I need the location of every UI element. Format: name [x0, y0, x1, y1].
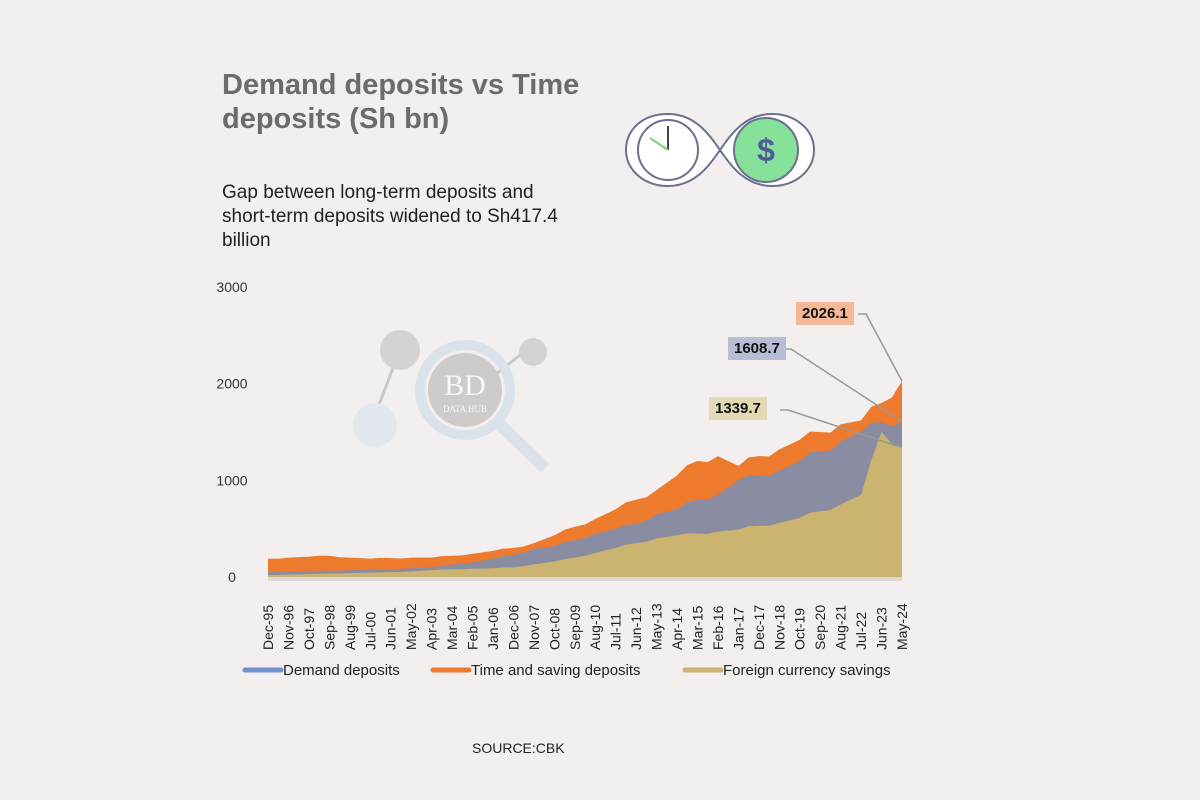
- x-tick-label: Oct-97: [301, 608, 317, 650]
- x-tick-label: Nov-96: [280, 605, 296, 650]
- annotation-leader-line: [780, 409, 903, 449]
- x-tick-label: Dec-95: [260, 605, 276, 650]
- svg-text:BD: BD: [444, 369, 486, 402]
- chart-title: Demand deposits vs Time deposits (Sh bn): [222, 69, 580, 135]
- annotation-leader-line: [783, 348, 903, 423]
- x-tick-label: Jul-11: [608, 613, 624, 650]
- x-tick-label: Feb-05: [465, 605, 481, 650]
- x-tick-label: Jun-12: [628, 607, 644, 650]
- y-tick-label: 3000: [216, 279, 247, 295]
- x-tick-label: Mar-04: [444, 605, 460, 650]
- annotation-foreign: 1339.7: [709, 397, 767, 420]
- x-tick-label: Dec-06: [505, 605, 521, 650]
- x-tick-label: May-24: [894, 603, 910, 650]
- x-tick-label: Feb-16: [710, 605, 726, 650]
- x-tick-label: May-02: [403, 603, 419, 650]
- y-tick-label: 0: [228, 569, 236, 585]
- annotation-leader-line: [858, 313, 903, 382]
- x-tick-label: Jan-06: [485, 607, 501, 650]
- x-tick-label: Aug-99: [342, 605, 358, 650]
- annotation-demand: 1608.7: [728, 337, 786, 360]
- source-note: SOURCE:CBK: [472, 740, 565, 756]
- x-tick-label: Jun-23: [874, 607, 890, 650]
- chart-subtitle: Gap between long-term deposits and short…: [222, 182, 558, 251]
- legend-label: Foreign currency savings: [723, 662, 891, 679]
- annotation-time: 2026.1: [796, 302, 854, 325]
- svg-text:$: $: [757, 132, 775, 168]
- x-tick-label: Sep-09: [567, 605, 583, 650]
- y-tick-label: 2000: [216, 376, 247, 392]
- y-tick-label: 1000: [216, 472, 247, 488]
- bd-data-hub-watermark: BD DATA HUB: [353, 330, 550, 473]
- x-tick-label: Apr-14: [669, 608, 685, 650]
- x-tick-label: Dec-17: [751, 605, 767, 650]
- x-tick-label: Jul-22: [853, 612, 869, 650]
- x-tick-label: Jan-17: [730, 607, 746, 650]
- x-tick-label: Nov-18: [771, 605, 787, 650]
- svg-text:DATA HUB: DATA HUB: [443, 404, 487, 414]
- x-tick-label: Sep-98: [321, 605, 337, 650]
- x-tick-label: Mar-15: [689, 605, 705, 650]
- x-tick-label: Aug-21: [833, 605, 849, 650]
- area-foreign: [268, 432, 902, 577]
- x-tick-label: Apr-03: [424, 608, 440, 650]
- x-tick-label: Sep-20: [812, 605, 828, 650]
- clock-money-icon: $: [624, 112, 816, 188]
- x-tick-label: Aug-10: [587, 605, 603, 650]
- x-tick-label: May-13: [649, 603, 665, 650]
- legend-label: Demand deposits: [283, 662, 400, 679]
- x-tick-label: Nov-07: [526, 605, 542, 650]
- legend-label: Time and saving deposits: [471, 662, 641, 679]
- x-tick-label: Oct-19: [792, 608, 808, 650]
- x-tick-label: Jul-00: [362, 612, 378, 650]
- x-tick-label: Oct-08: [546, 608, 562, 650]
- x-tick-label: Jun-01: [383, 607, 399, 650]
